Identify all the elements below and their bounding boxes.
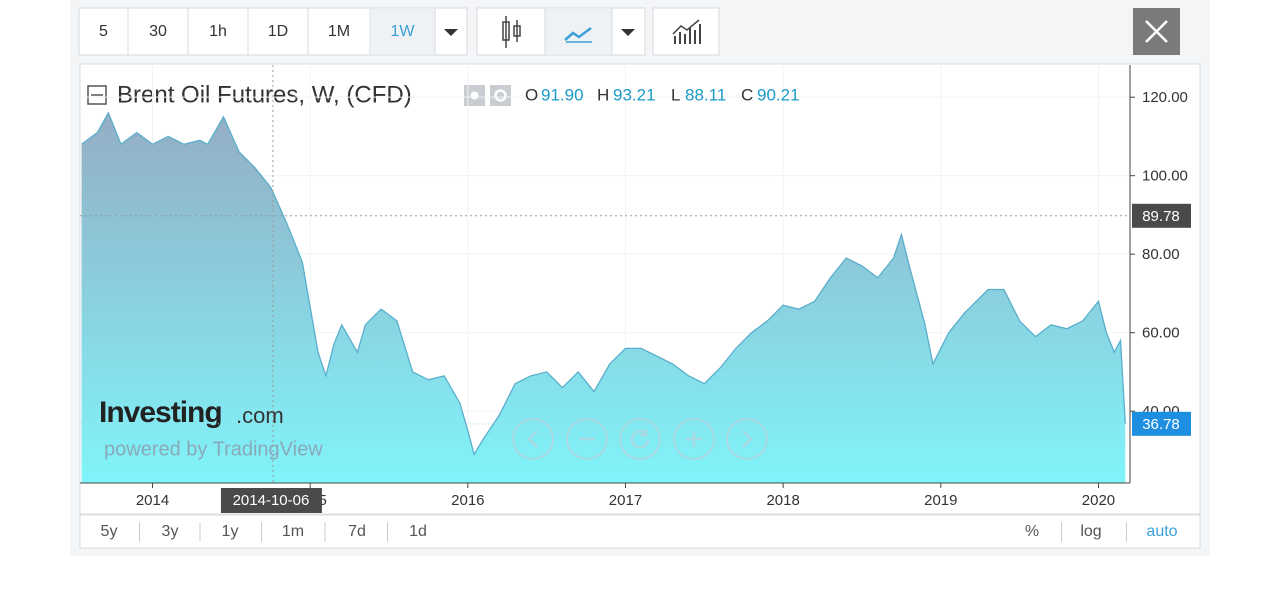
ohlc-value: 91.90 (541, 85, 584, 104)
chart-title: Brent Oil Futures, W, (CFD) (117, 81, 412, 108)
ohlc-label: O (525, 85, 538, 104)
crosshair-date: 2014-10-06 (233, 492, 310, 509)
nav-icon (742, 430, 753, 448)
y-tick-label: 60.00 (1142, 325, 1180, 342)
crosshair-date-box (220, 488, 322, 513)
nav-button[interactable] (566, 418, 608, 460)
indicators-button[interactable] (652, 7, 720, 56)
crosshair-price-box (1132, 203, 1191, 228)
range-button[interactable]: 1d (409, 523, 427, 540)
x-tick-label: 2014 (136, 492, 169, 509)
y-tick-label: 80.00 (1142, 246, 1180, 263)
line-style-active (545, 9, 612, 54)
interval-button[interactable]: 1M (328, 23, 350, 40)
y-tick-label: 100.00 (1142, 168, 1188, 185)
interval-button[interactable]: 1W (391, 23, 416, 40)
candle-icon[interactable] (502, 16, 521, 48)
gear (494, 89, 507, 102)
line-icon[interactable] (564, 27, 592, 41)
range-button[interactable]: 5y (101, 523, 118, 540)
scale-button[interactable]: log (1080, 523, 1101, 540)
ohlc-label: H (597, 85, 609, 104)
nav-icon (686, 431, 702, 447)
range-button[interactable]: 1m (282, 523, 304, 540)
interval-button[interactable]: 1h (209, 23, 227, 40)
area-line (81, 111, 1126, 456)
watermark-powered: powered by TradingView (104, 438, 323, 460)
x-tick-label: 2020 (1082, 492, 1115, 509)
x-tick-label: 2017 (609, 492, 642, 509)
crosshair-price: 89.78 (1142, 208, 1180, 225)
nav-icon (630, 429, 650, 449)
range-button[interactable]: 7d (348, 523, 366, 540)
x-tick-label: 2019 (924, 492, 957, 509)
last-price: 36.78 (1142, 416, 1180, 433)
collapse-toggle[interactable] (87, 85, 107, 105)
range-button[interactable]: 3y (162, 523, 179, 540)
ohlc-value: 88.11 (685, 85, 726, 104)
interval-button[interactable]: 5 (99, 23, 108, 40)
ohlc-value: 90.21 (757, 85, 800, 104)
interval-button[interactable]: 30 (149, 23, 167, 40)
range-button[interactable]: 1y (222, 523, 239, 540)
scale-button[interactable]: % (1025, 523, 1039, 540)
interval-button[interactable]: 1D (268, 23, 288, 40)
ohlc-value: 93.21 (613, 85, 656, 104)
scale-button[interactable]: auto (1146, 523, 1177, 540)
eye-pupil (470, 91, 479, 100)
ohlc-label: L (671, 85, 680, 104)
y-tick-label: 120.00 (1142, 89, 1188, 106)
last-price-box (1132, 411, 1191, 436)
nav-button[interactable] (726, 418, 768, 460)
x-tick-label: 2018 (766, 492, 799, 509)
x-tick-label: 2016 (451, 492, 484, 509)
indicator-icon[interactable] (672, 19, 701, 44)
nav-button[interactable] (673, 418, 715, 460)
nav-icon (527, 430, 538, 448)
watermark-domain: .com (236, 403, 284, 428)
ohlc-label: C (741, 85, 753, 104)
interval-active-bg (371, 9, 435, 54)
settings-icon[interactable] (490, 85, 511, 106)
area-fill (81, 112, 1126, 483)
close-icon (1145, 20, 1168, 43)
nav-button[interactable] (512, 418, 554, 460)
nav-button[interactable] (619, 418, 661, 460)
bottom-bar (79, 514, 1201, 549)
